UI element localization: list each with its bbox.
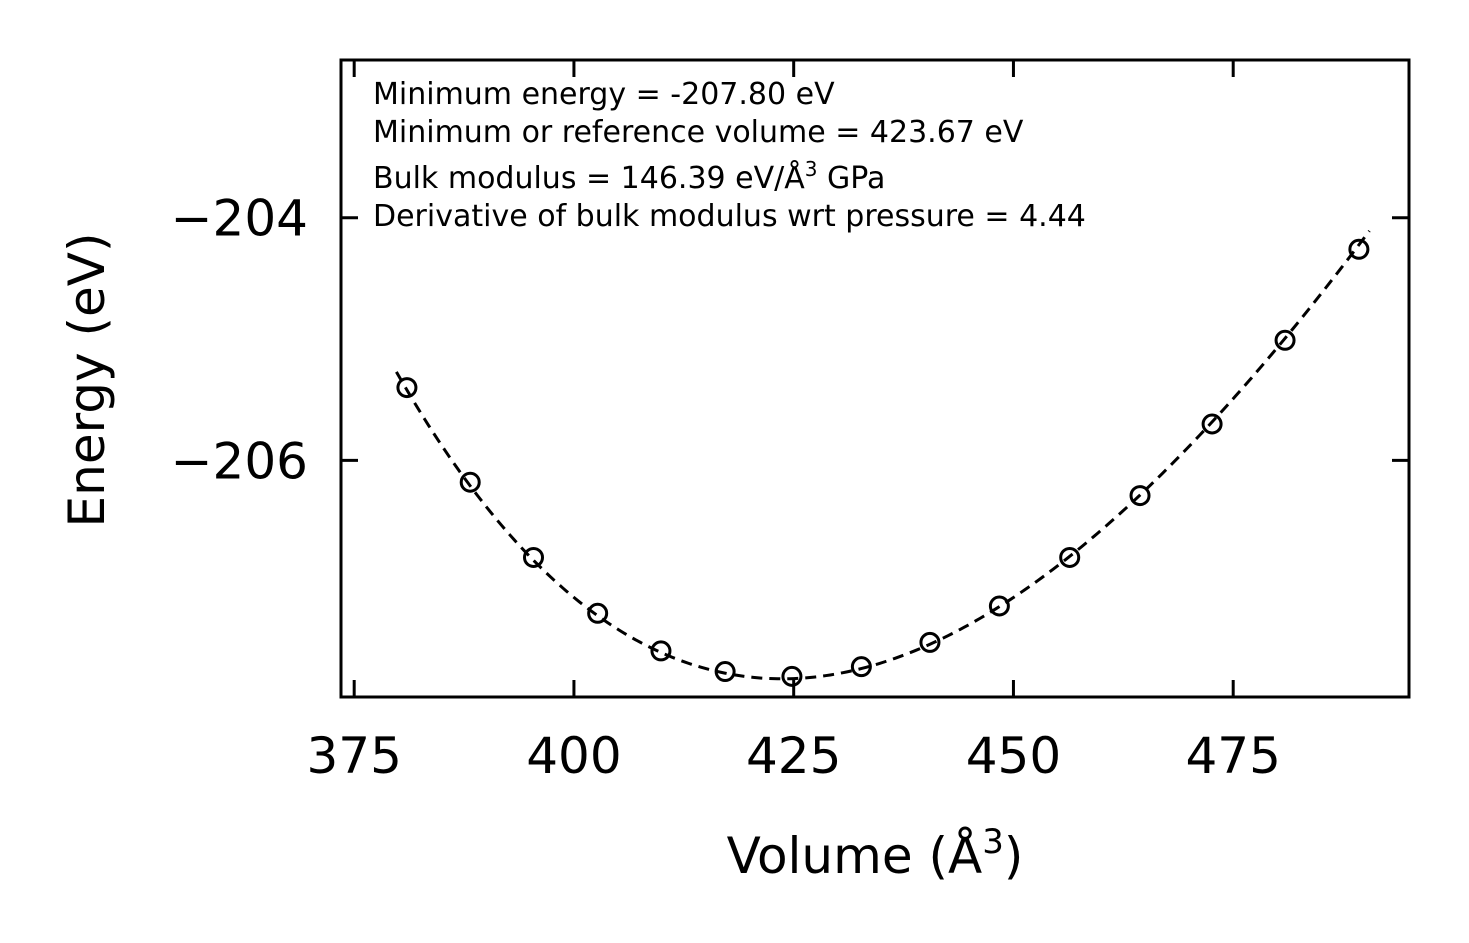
- annotation-bulk-modulus-unit: GPa: [818, 161, 886, 196]
- data-points-layer: [396, 238, 1370, 687]
- annotation-bulk-modulus: Bulk modulus = 146.39 eV/Å3 GPa: [373, 157, 885, 196]
- annotation-min-energy: Minimum energy = -207.80 eV: [373, 77, 835, 112]
- tick-marks-layer: [341, 60, 1409, 697]
- fit-curve: [395, 229, 1371, 681]
- data-point: [781, 665, 803, 687]
- annotation-bulk-modulus-sup: 3: [805, 157, 818, 181]
- annotation-bulk-modulus-derivative: Derivative of bulk modulus wrt pressure …: [373, 199, 1086, 234]
- data-point: [650, 640, 672, 662]
- annotation-bulk-modulus-text: Bulk modulus = 146.39 eV/Å: [373, 160, 805, 196]
- data-point: [396, 377, 418, 399]
- x-tick-label: 450: [966, 727, 1061, 785]
- y-tick-label: −204: [171, 190, 308, 248]
- data-point: [523, 546, 545, 568]
- data-point: [1059, 546, 1081, 568]
- data-point: [714, 661, 736, 683]
- plot-frame: [339, 58, 1411, 699]
- data-point: [587, 602, 609, 624]
- data-point: [1129, 485, 1151, 507]
- data-point: [1274, 329, 1296, 351]
- y-tick-label: −206: [171, 432, 308, 490]
- x-tick-label: 425: [746, 727, 841, 785]
- tick-labels-layer: 375 400 425 450 475 −204 −206: [171, 190, 1281, 785]
- x-axis-label-sup: 3: [982, 822, 1004, 862]
- annotation-min-volume: Minimum or reference volume = 423.67 eV: [373, 115, 1024, 150]
- data-point: [1201, 413, 1223, 435]
- x-tick-label: 375: [306, 727, 401, 785]
- x-axis-label-text: Volume (Å: [727, 827, 983, 885]
- x-axis-label-end: ): [1004, 827, 1024, 885]
- data-point: [459, 471, 481, 493]
- annotation-block: Minimum energy = -207.80 eV Minimum or r…: [373, 77, 1086, 234]
- y-axis-label: Energy (eV): [58, 233, 116, 528]
- data-point: [1348, 238, 1370, 260]
- data-point: [919, 631, 941, 653]
- data-point: [850, 656, 872, 678]
- x-tick-label: 400: [526, 727, 621, 785]
- data-point: [988, 595, 1010, 617]
- x-tick-label: 475: [1185, 727, 1280, 785]
- x-axis-label: Volume (Å3): [727, 822, 1024, 885]
- fit-curve-layer: [395, 229, 1371, 681]
